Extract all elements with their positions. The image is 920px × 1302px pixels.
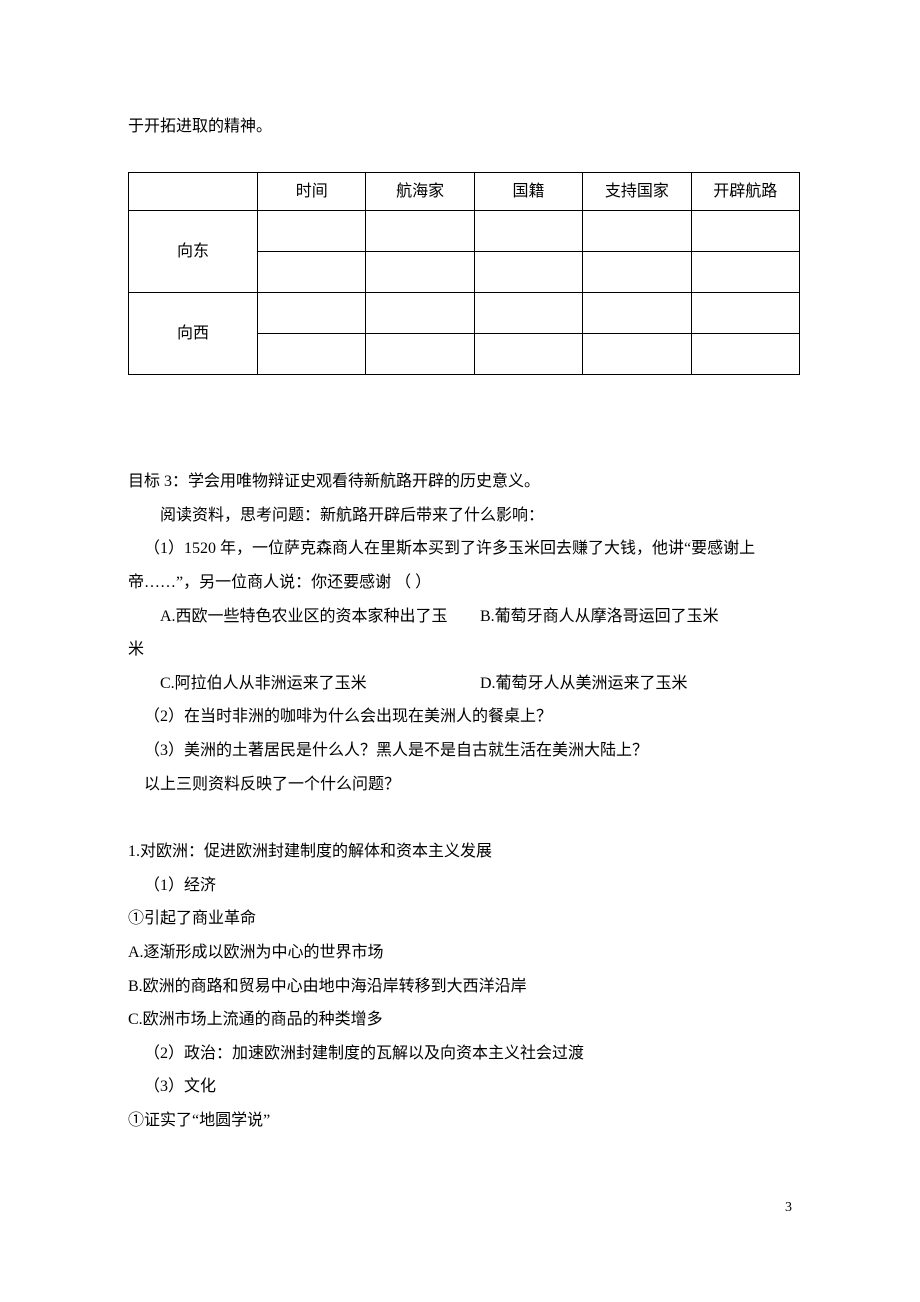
row-east: 向东 xyxy=(129,211,258,293)
navigation-table: 时间 航海家 国籍 支持国家 开辟航路 向东 xyxy=(128,172,800,376)
goal3-read: 阅读资料，思考问题：新航路开辟后带来了什么影响： xyxy=(128,499,800,533)
option-b: B.葡萄牙商人从摩洛哥运回了玉米 xyxy=(448,600,719,667)
cell xyxy=(366,211,474,252)
th-blank xyxy=(129,172,258,211)
cell xyxy=(691,293,799,334)
cell xyxy=(583,293,691,334)
europe-pol: （2）政治：加速欧洲封建制度的瓦解以及向资本主义社会过渡 xyxy=(128,1037,800,1071)
cell xyxy=(691,252,799,293)
option-c: C.阿拉伯人从非洲运来了玉米 xyxy=(128,667,448,701)
cell xyxy=(258,211,366,252)
th-support-country: 支持国家 xyxy=(583,172,691,211)
q-summary: 以上三则资料反映了一个什么问题？ xyxy=(128,768,800,802)
cell xyxy=(583,252,691,293)
cell xyxy=(474,293,582,334)
th-nationality: 国籍 xyxy=(474,172,582,211)
europe-econ: （1）经济 xyxy=(128,869,800,903)
th-route: 开辟航路 xyxy=(691,172,799,211)
q2: （2）在当时非洲的咖啡为什么会出现在美洲人的餐桌上？ xyxy=(128,700,800,734)
row-west: 向西 xyxy=(129,293,258,375)
europe-econ-a: A.逐渐形成以欧洲为中心的世界市场 xyxy=(128,936,800,970)
cell xyxy=(583,334,691,375)
cell xyxy=(691,334,799,375)
cell xyxy=(258,293,366,334)
europe-cul: （3）文化 xyxy=(128,1070,800,1104)
cell xyxy=(366,252,474,293)
cell xyxy=(474,211,582,252)
cell xyxy=(258,334,366,375)
europe-title: 1.对欧洲：促进欧洲封建制度的解体和资本主义发展 xyxy=(128,835,800,869)
cell xyxy=(691,211,799,252)
cell xyxy=(258,252,366,293)
cell xyxy=(366,293,474,334)
cell xyxy=(474,252,582,293)
europe-econ-b: B.欧洲的商路和贸易中心由地中海沿岸转移到大西洋沿岸 xyxy=(128,970,800,1004)
q1-line-b: 帝……”，另一位商人说：你还要感谢 （ ） xyxy=(128,566,800,600)
option-a: A.西欧一些特色农业区的资本家种出了玉米 xyxy=(128,600,448,667)
th-navigator: 航海家 xyxy=(366,172,474,211)
goal3-title: 目标 3：学会用唯物辩证史观看待新航路开辟的历史意义。 xyxy=(128,465,800,499)
cell xyxy=(366,334,474,375)
cell xyxy=(474,334,582,375)
th-time: 时间 xyxy=(258,172,366,211)
cell xyxy=(583,211,691,252)
europe-econ-c: C.欧洲市场上流通的商品的种类增多 xyxy=(128,1003,800,1037)
option-d: D.葡萄牙人从美洲运来了玉米 xyxy=(448,667,688,701)
europe-econ-1: ①引起了商业革命 xyxy=(128,902,800,936)
page-number: 3 xyxy=(785,1193,792,1222)
q1-line-a: （1）1520 年，一位萨克森商人在里斯本买到了许多玉米回去赚了大钱，他讲“要感… xyxy=(128,532,800,566)
intro-line: 于开拓进取的精神。 xyxy=(128,110,800,144)
europe-cul-1: ①证实了“地圆学说” xyxy=(128,1104,800,1138)
q3: （3）美洲的土著居民是什么人？黑人是不是自古就生活在美洲大陆上？ xyxy=(128,734,800,768)
